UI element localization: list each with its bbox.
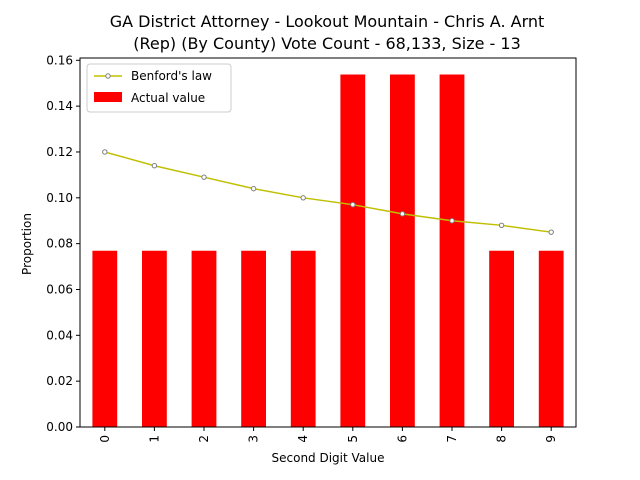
x-tick-label: 1: [147, 435, 161, 443]
legend-line-marker: [105, 73, 111, 79]
benford-point-1: [151, 163, 158, 169]
legend-bar-swatch: [94, 92, 122, 102]
bar-digit-4: [290, 250, 316, 427]
benford-point-8: [498, 222, 505, 229]
bar-digit-6: [390, 74, 415, 427]
legend-label-benford: Benford's law: [131, 69, 212, 83]
x-tick-label: 7: [445, 435, 459, 443]
y-tick-label: 0.06: [46, 282, 73, 296]
benford-point-6: [399, 211, 406, 217]
bar-digit-9: [538, 250, 564, 427]
y-tick-label: 0.10: [46, 191, 73, 205]
benford-point-0: [102, 149, 108, 155]
benford-point-4: [300, 195, 306, 201]
bar-digit-1: [142, 250, 167, 427]
bar-digit-0: [92, 250, 118, 427]
benford-point-7: [449, 218, 455, 224]
bar-digit-3: [241, 250, 266, 427]
bar-digit-8: [489, 250, 514, 427]
y-tick-label: 0.16: [46, 53, 73, 67]
y-tick-label: 0.04: [46, 328, 73, 342]
y-axis-label: Proportion: [20, 213, 34, 275]
bar-digit-7: [439, 74, 465, 427]
y-tick-label: 0.14: [46, 99, 73, 113]
x-tick-label: 8: [495, 435, 509, 443]
y-tick-label: 0.08: [46, 237, 73, 251]
bar-digit-2: [191, 250, 217, 427]
x-axis-label: Second Digit Value: [272, 451, 385, 465]
benford-point-5: [350, 201, 356, 208]
y-tick-label: 0.02: [46, 374, 73, 388]
y-axis: 0.00 0.02 0.04 0.06 0.08 0.10 0.12 0.14 0.16: [46, 53, 80, 434]
line-series: [102, 149, 554, 235]
chart-title-line-1: GA District Attorney - Lookout Mountain …: [110, 12, 545, 31]
x-tick-label: 3: [247, 435, 261, 443]
x-tick-label: 4: [296, 435, 310, 443]
y-tick-label: 0.12: [46, 145, 73, 159]
x-tick-label: 5: [346, 435, 360, 443]
legend-label-actual: Actual value: [131, 91, 205, 105]
legend: Benford's law Actual value: [86, 63, 232, 113]
bar-series: [92, 74, 564, 427]
benford-point-2: [201, 174, 207, 180]
x-tick-label: 9: [544, 435, 558, 443]
x-tick-label: 2: [197, 435, 211, 443]
benford-point-9: [548, 229, 554, 235]
benford-point-3: [250, 185, 257, 192]
plot-area-frame: [79, 57, 577, 428]
y-tick-label: 0.00: [46, 420, 73, 434]
benford-line: [104, 151, 552, 233]
legend-box: [86, 63, 232, 113]
x-axis: 0 1 2 3 4 5 6 7 8 9: [98, 427, 558, 443]
x-tick-label: 6: [395, 435, 409, 443]
bar-digit-5: [340, 74, 366, 427]
chart-title-line-2: (Rep) (By County) Vote Count - 68,133, S…: [133, 34, 521, 53]
x-tick-label: 0: [98, 435, 112, 443]
